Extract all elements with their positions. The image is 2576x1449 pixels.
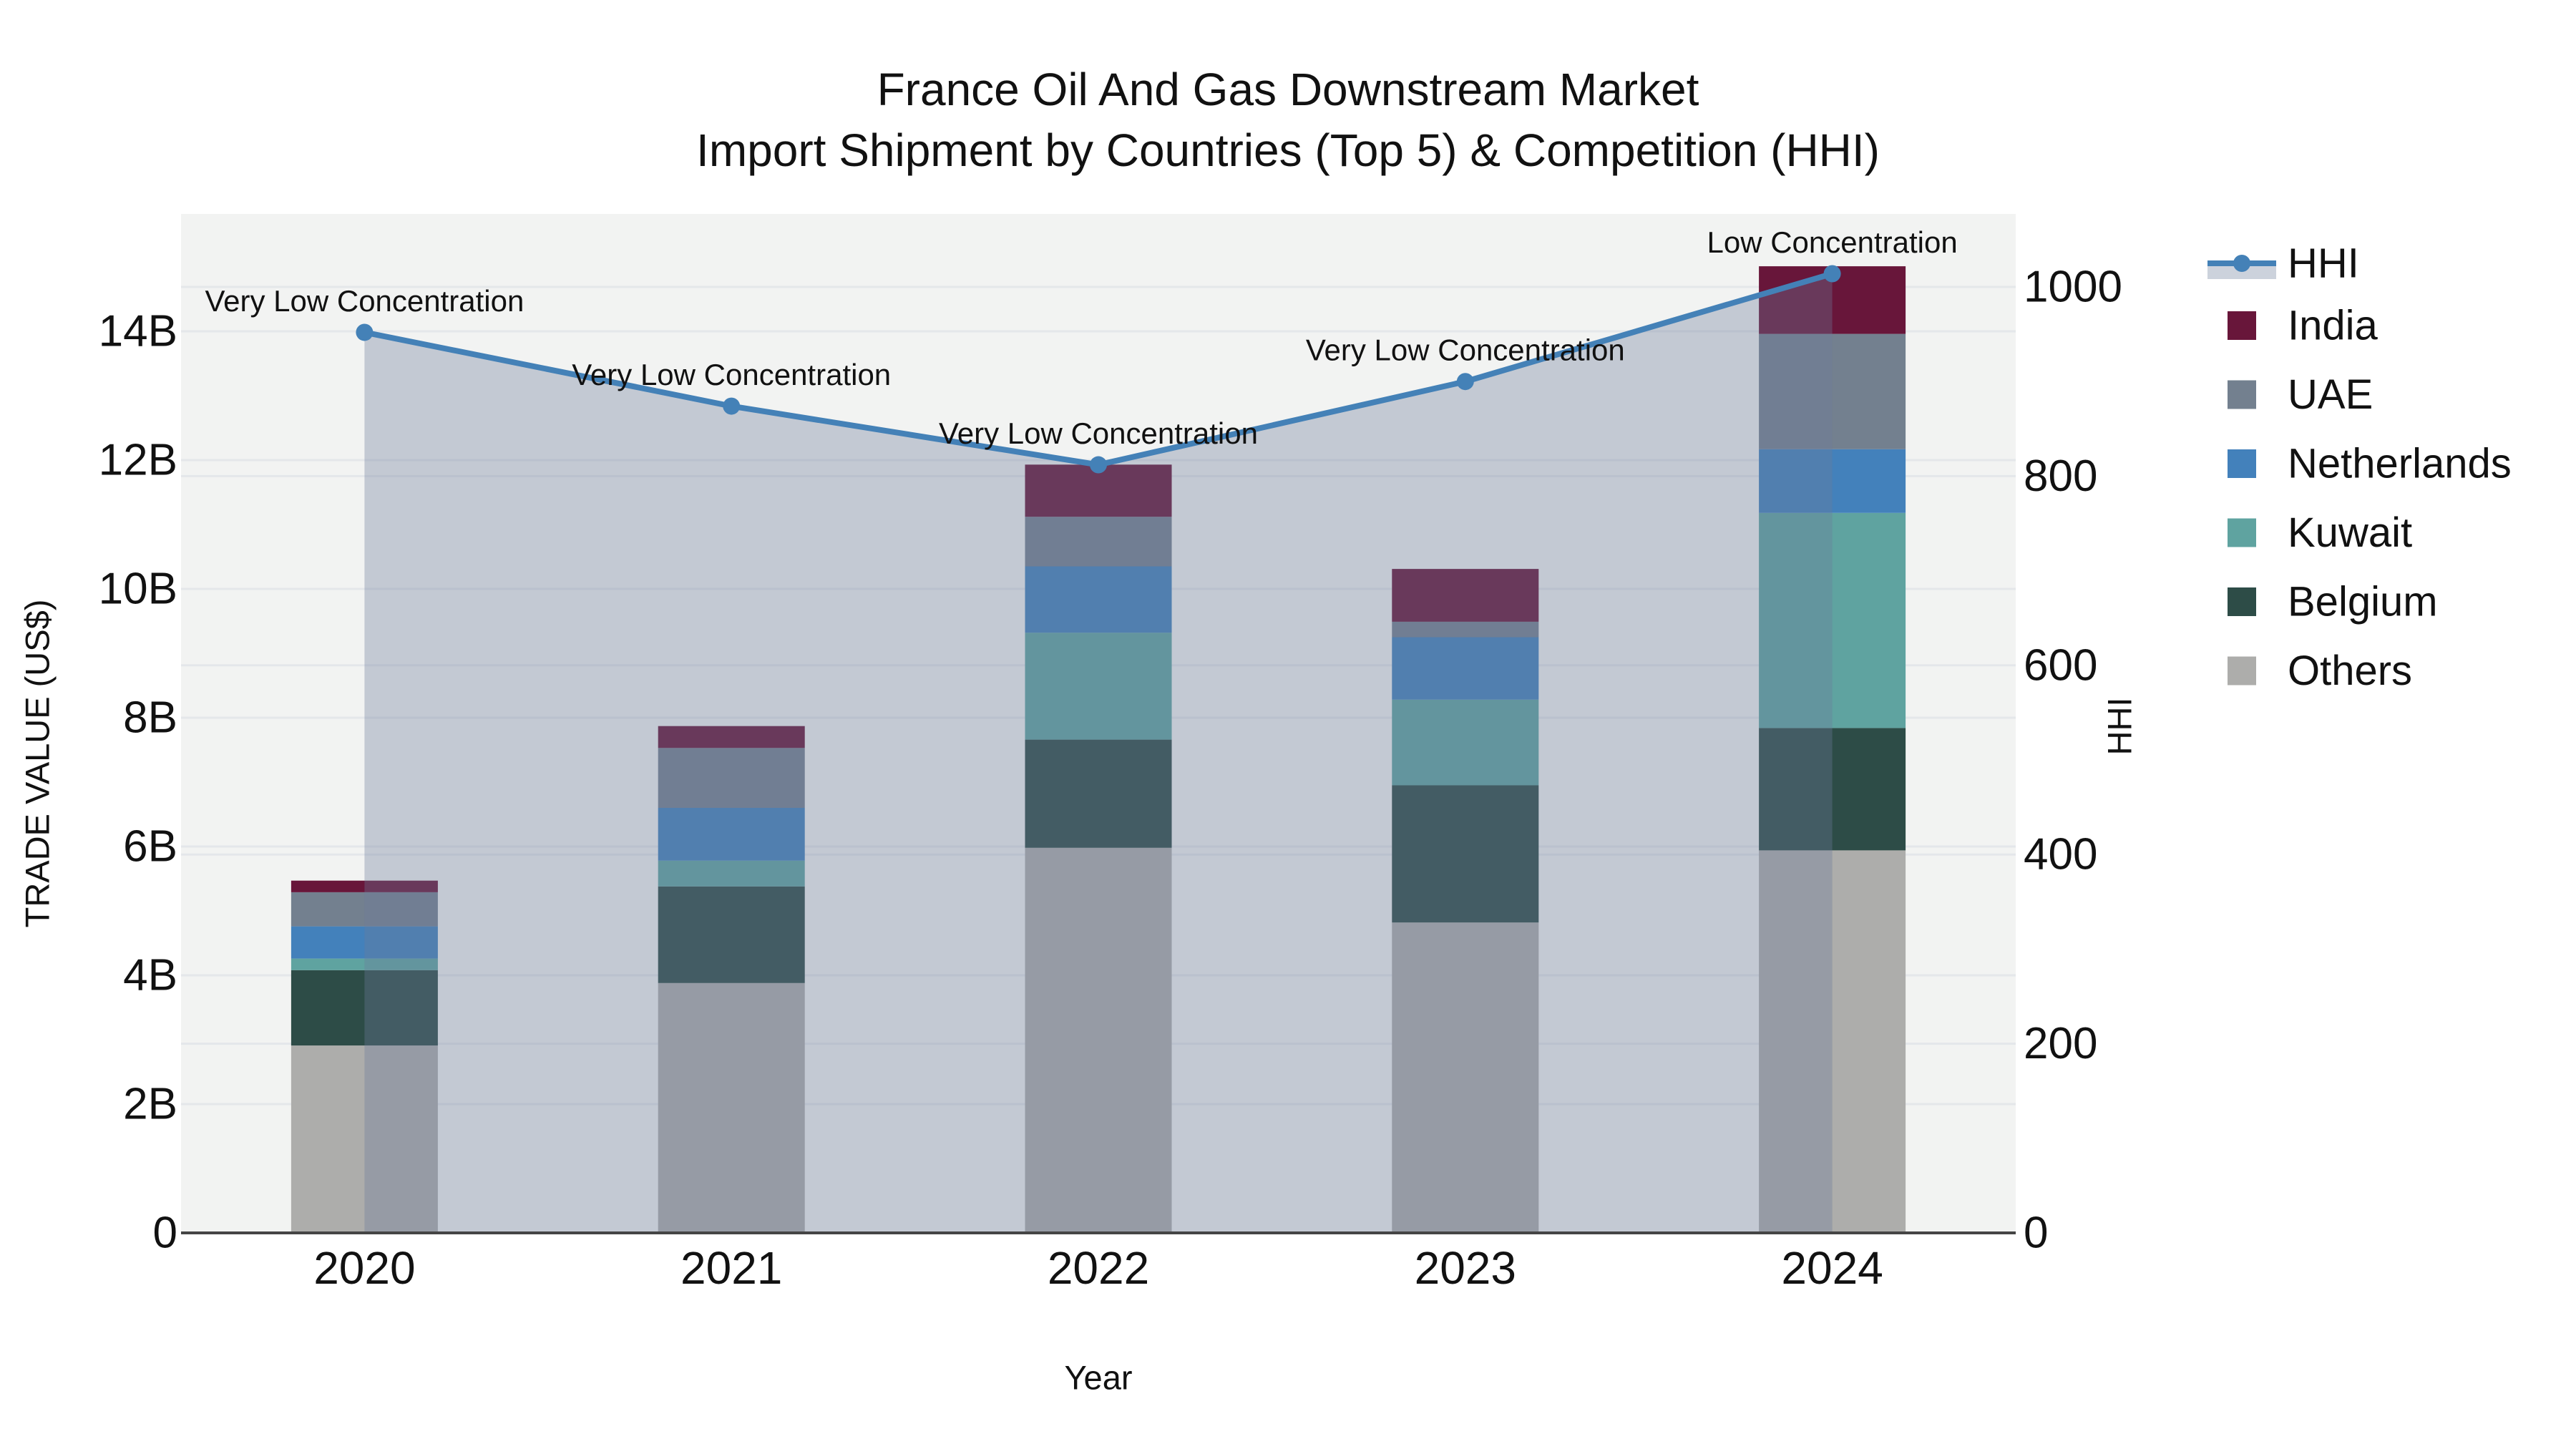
bar-2022-belgium[interactable] — [1025, 739, 1172, 848]
y-right-tick-600: 600 — [2024, 640, 2097, 690]
legend-swatch-others — [2228, 656, 2256, 686]
legend-item-kuwait[interactable]: Kuwait — [2228, 509, 2412, 556]
bar-2020-india[interactable] — [291, 880, 438, 892]
hhi-point-2024[interactable] — [1823, 265, 1841, 283]
annotation-2020: Very Low Concentration — [205, 284, 524, 318]
legend-item-others[interactable]: Others — [2228, 648, 2412, 694]
bar-2023-netherlands[interactable] — [1392, 637, 1539, 700]
x-tick-2021: 2021 — [680, 1242, 782, 1294]
legend-label-others: Others — [2288, 648, 2412, 694]
hhi-point-2022[interactable] — [1090, 456, 1107, 474]
bar-2022-netherlands[interactable] — [1025, 566, 1172, 633]
bar-2020-belgium[interactable] — [291, 970, 438, 1046]
bar-2020-kuwait[interactable] — [291, 958, 438, 970]
bar-2023-belgium[interactable] — [1392, 785, 1539, 923]
y-right-tick-0: 0 — [2024, 1209, 2048, 1258]
bar-2021-belgium[interactable] — [658, 886, 805, 983]
bar-2022-kuwait[interactable] — [1025, 633, 1172, 740]
bar-2021-others[interactable] — [658, 982, 805, 1233]
y-left-tick-4B: 4B — [123, 951, 177, 1000]
legend-label-netherlands: Netherlands — [2288, 441, 2512, 487]
y-right-tick-400: 400 — [2024, 830, 2097, 879]
bar-2020-uae[interactable] — [291, 892, 438, 927]
legend-item-netherlands[interactable]: Netherlands — [2228, 441, 2512, 487]
bar-2020-others[interactable] — [291, 1045, 438, 1233]
legend-label-hhi: HHI — [2288, 240, 2359, 287]
hhi-point-2023[interactable] — [1456, 373, 1474, 391]
legend-item-uae[interactable]: UAE — [2228, 371, 2373, 418]
x-tick-2022: 2022 — [1048, 1242, 1149, 1294]
x-axis-title: Year — [1065, 1359, 1133, 1397]
hhi-point-2020[interactable] — [356, 323, 374, 341]
bar-2020-netherlands[interactable] — [291, 926, 438, 959]
y-right-tick-1000: 1000 — [2024, 263, 2122, 312]
legend-item-india[interactable]: India — [2228, 303, 2379, 349]
y-left-tick-14B: 14B — [99, 307, 177, 356]
bar-2023-others[interactable] — [1392, 922, 1539, 1233]
hhi-point-2021[interactable] — [723, 397, 741, 415]
bar-2023-india[interactable] — [1392, 569, 1539, 622]
bar-2023-uae[interactable] — [1392, 621, 1539, 638]
y-left-tick-8B: 8B — [123, 693, 177, 743]
legend-swatch-netherlands — [2228, 449, 2256, 478]
y-left-tick-10B: 10B — [99, 565, 177, 614]
y-left-tick-12B: 12B — [99, 436, 177, 485]
legend-label-india: India — [2288, 303, 2379, 349]
legend-swatch-uae — [2228, 380, 2256, 409]
bar-2022-others[interactable] — [1025, 847, 1172, 1233]
hhi-area-fill — [364, 273, 1833, 1234]
bar-2023-kuwait[interactable] — [1392, 699, 1539, 786]
bar-2021-kuwait[interactable] — [658, 860, 805, 887]
legend-hhi-marker-icon — [2233, 255, 2250, 272]
legend-swatch-india — [2228, 311, 2256, 340]
legend-swatch-belgium — [2228, 587, 2256, 616]
bar-2021-netherlands[interactable] — [658, 808, 805, 861]
y-left-tick-6B: 6B — [123, 822, 177, 872]
chart-title-line2: Import Shipment by Countries (Top 5) & C… — [696, 125, 1880, 176]
legend-swatch-kuwait — [2228, 518, 2256, 547]
legend-item-hhi[interactable]: HHI — [2207, 240, 2359, 287]
bar-2024-uae[interactable] — [1759, 333, 1906, 449]
annotation-2024: Low Concentration — [1707, 225, 1957, 259]
chart-title-line1: France Oil And Gas Downstream Market — [877, 64, 1699, 115]
annotation-2022: Very Low Concentration — [939, 416, 1258, 450]
bar-2021-india[interactable] — [658, 726, 805, 748]
legend-label-kuwait: Kuwait — [2288, 509, 2412, 556]
legend-label-uae: UAE — [2288, 371, 2373, 418]
x-tick-2024: 2024 — [1781, 1242, 1883, 1294]
legend-label-belgium: Belgium — [2288, 579, 2438, 625]
bar-2024-netherlands[interactable] — [1759, 449, 1906, 513]
y-left-tick-2B: 2B — [123, 1080, 177, 1129]
bar-2024-kuwait[interactable] — [1759, 512, 1906, 728]
legend-item-belgium[interactable]: Belgium — [2228, 579, 2438, 625]
x-tick-2020: 2020 — [313, 1242, 415, 1294]
y-left-tick-0: 0 — [153, 1209, 177, 1258]
bar-2022-uae[interactable] — [1025, 517, 1172, 567]
annotation-2021: Very Low Concentration — [572, 358, 891, 391]
bar-2024-belgium[interactable] — [1759, 728, 1906, 851]
bar-2021-uae[interactable] — [658, 748, 805, 808]
bar-2024-others[interactable] — [1759, 850, 1906, 1233]
y-right-tick-200: 200 — [2024, 1019, 2097, 1068]
x-tick-2023: 2023 — [1415, 1242, 1516, 1294]
y-left-axis-title: TRADE VALUE (US$) — [19, 600, 57, 928]
annotation-2023: Very Low Concentration — [1306, 333, 1625, 367]
y-right-tick-800: 800 — [2024, 452, 2097, 501]
y-right-axis-title: HHI — [2101, 698, 2139, 756]
